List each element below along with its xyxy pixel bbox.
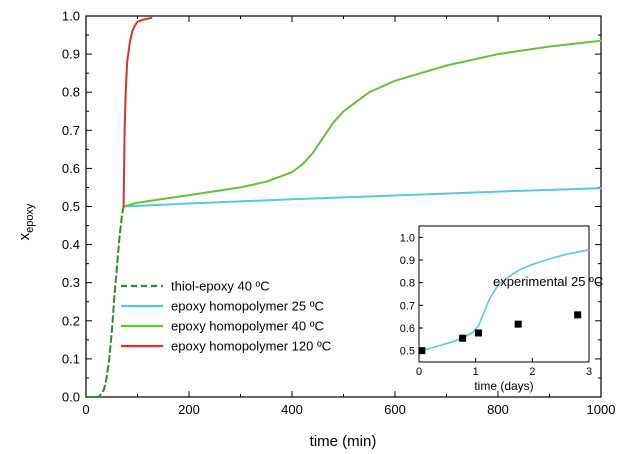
x-axis-title: time (min) (310, 433, 377, 450)
x-tick-label: 0 (82, 402, 89, 417)
series-line-1 (122, 187, 602, 208)
inset-x-axis-title: time (days) (474, 379, 533, 393)
y-tick-label: 0.8 (62, 85, 80, 100)
y-tick-label: 0.0 (62, 390, 80, 405)
inset-annotation: experimental 25 ºC (493, 274, 603, 289)
inset-experimental-point (418, 347, 426, 355)
inset-y-tick-label: 1.0 (400, 232, 415, 244)
inset-series (418, 249, 590, 355)
y-tick-label: 0.4 (62, 237, 80, 252)
inset-model-curve (418, 249, 590, 352)
inset-x-tick-label: 0 (416, 366, 422, 378)
inset-experimental-point (574, 311, 582, 319)
inset-chart: 0 1 2 3 0.5 0.6 0.7 0.8 0.9 1.0 time (days) exper… (400, 225, 603, 393)
legend: thiol-epoxy 40 ºC epoxy homopolymer 25 ºC… (121, 279, 331, 354)
series-line-0 (85, 205, 125, 398)
y-tick-label: 0.3 (62, 275, 80, 290)
inset-ticks: 0 1 2 3 0.5 0.6 0.7 0.8 0.9 1.0 (400, 232, 592, 378)
y-tick-label: 0.5 (62, 199, 80, 214)
x-tick-label: 200 (178, 402, 200, 417)
y-axis-title-subscript: epoxy (24, 203, 36, 233)
inset-y-tick-label: 0.9 (400, 255, 415, 267)
inset-experimental-point (459, 334, 467, 342)
inset-experimental-point (514, 320, 522, 328)
y-tick-label: 0.7 (62, 123, 80, 138)
inset-y-tick-label: 0.6 (400, 323, 415, 335)
y-tick-label: 0.9 (62, 47, 80, 62)
legend-label-1: epoxy homopolymer 25 ºC (171, 299, 324, 314)
series-line-3 (122, 16, 153, 208)
inset-y-tick-label: 0.8 (400, 278, 415, 290)
legend-label-0: thiol-epoxy 40 ºC (171, 279, 270, 294)
inset-y-tick-label: 0.7 (400, 300, 415, 312)
legend-label-3: epoxy homopolymer 120 ºC (171, 339, 331, 354)
x-tick-label: 400 (281, 402, 303, 417)
y-tick-label: 1.0 (62, 9, 80, 24)
inset-x-tick-label: 3 (586, 366, 592, 378)
legend-label-2: epoxy homopolymer 40 ºC (171, 319, 324, 334)
inset-y-tick-label: 0.5 (400, 346, 415, 358)
inset-x-tick-label: 1 (473, 366, 479, 378)
y-tick-label: 0.2 (62, 313, 80, 328)
x-tick-label: 800 (487, 402, 509, 417)
y-axis-title: xepoxy (16, 203, 36, 240)
y-axis-title-base: x (16, 232, 33, 240)
main-series (85, 16, 602, 398)
series-line-2 (122, 39, 602, 208)
x-tick-label: 600 (384, 402, 406, 417)
inset-frame (418, 225, 590, 363)
main-ticks: 0 200 400 600 800 1000 0.0 0.1 0.2 0.3 0.4 0.5 0.6 0.… (62, 9, 616, 418)
inset-experimental-point (475, 329, 482, 337)
x-tick-label: 1000 (587, 402, 616, 417)
inset-x-tick-label: 2 (529, 366, 535, 378)
y-tick-label: 0.1 (62, 351, 80, 366)
y-tick-label: 0.6 (62, 161, 80, 176)
